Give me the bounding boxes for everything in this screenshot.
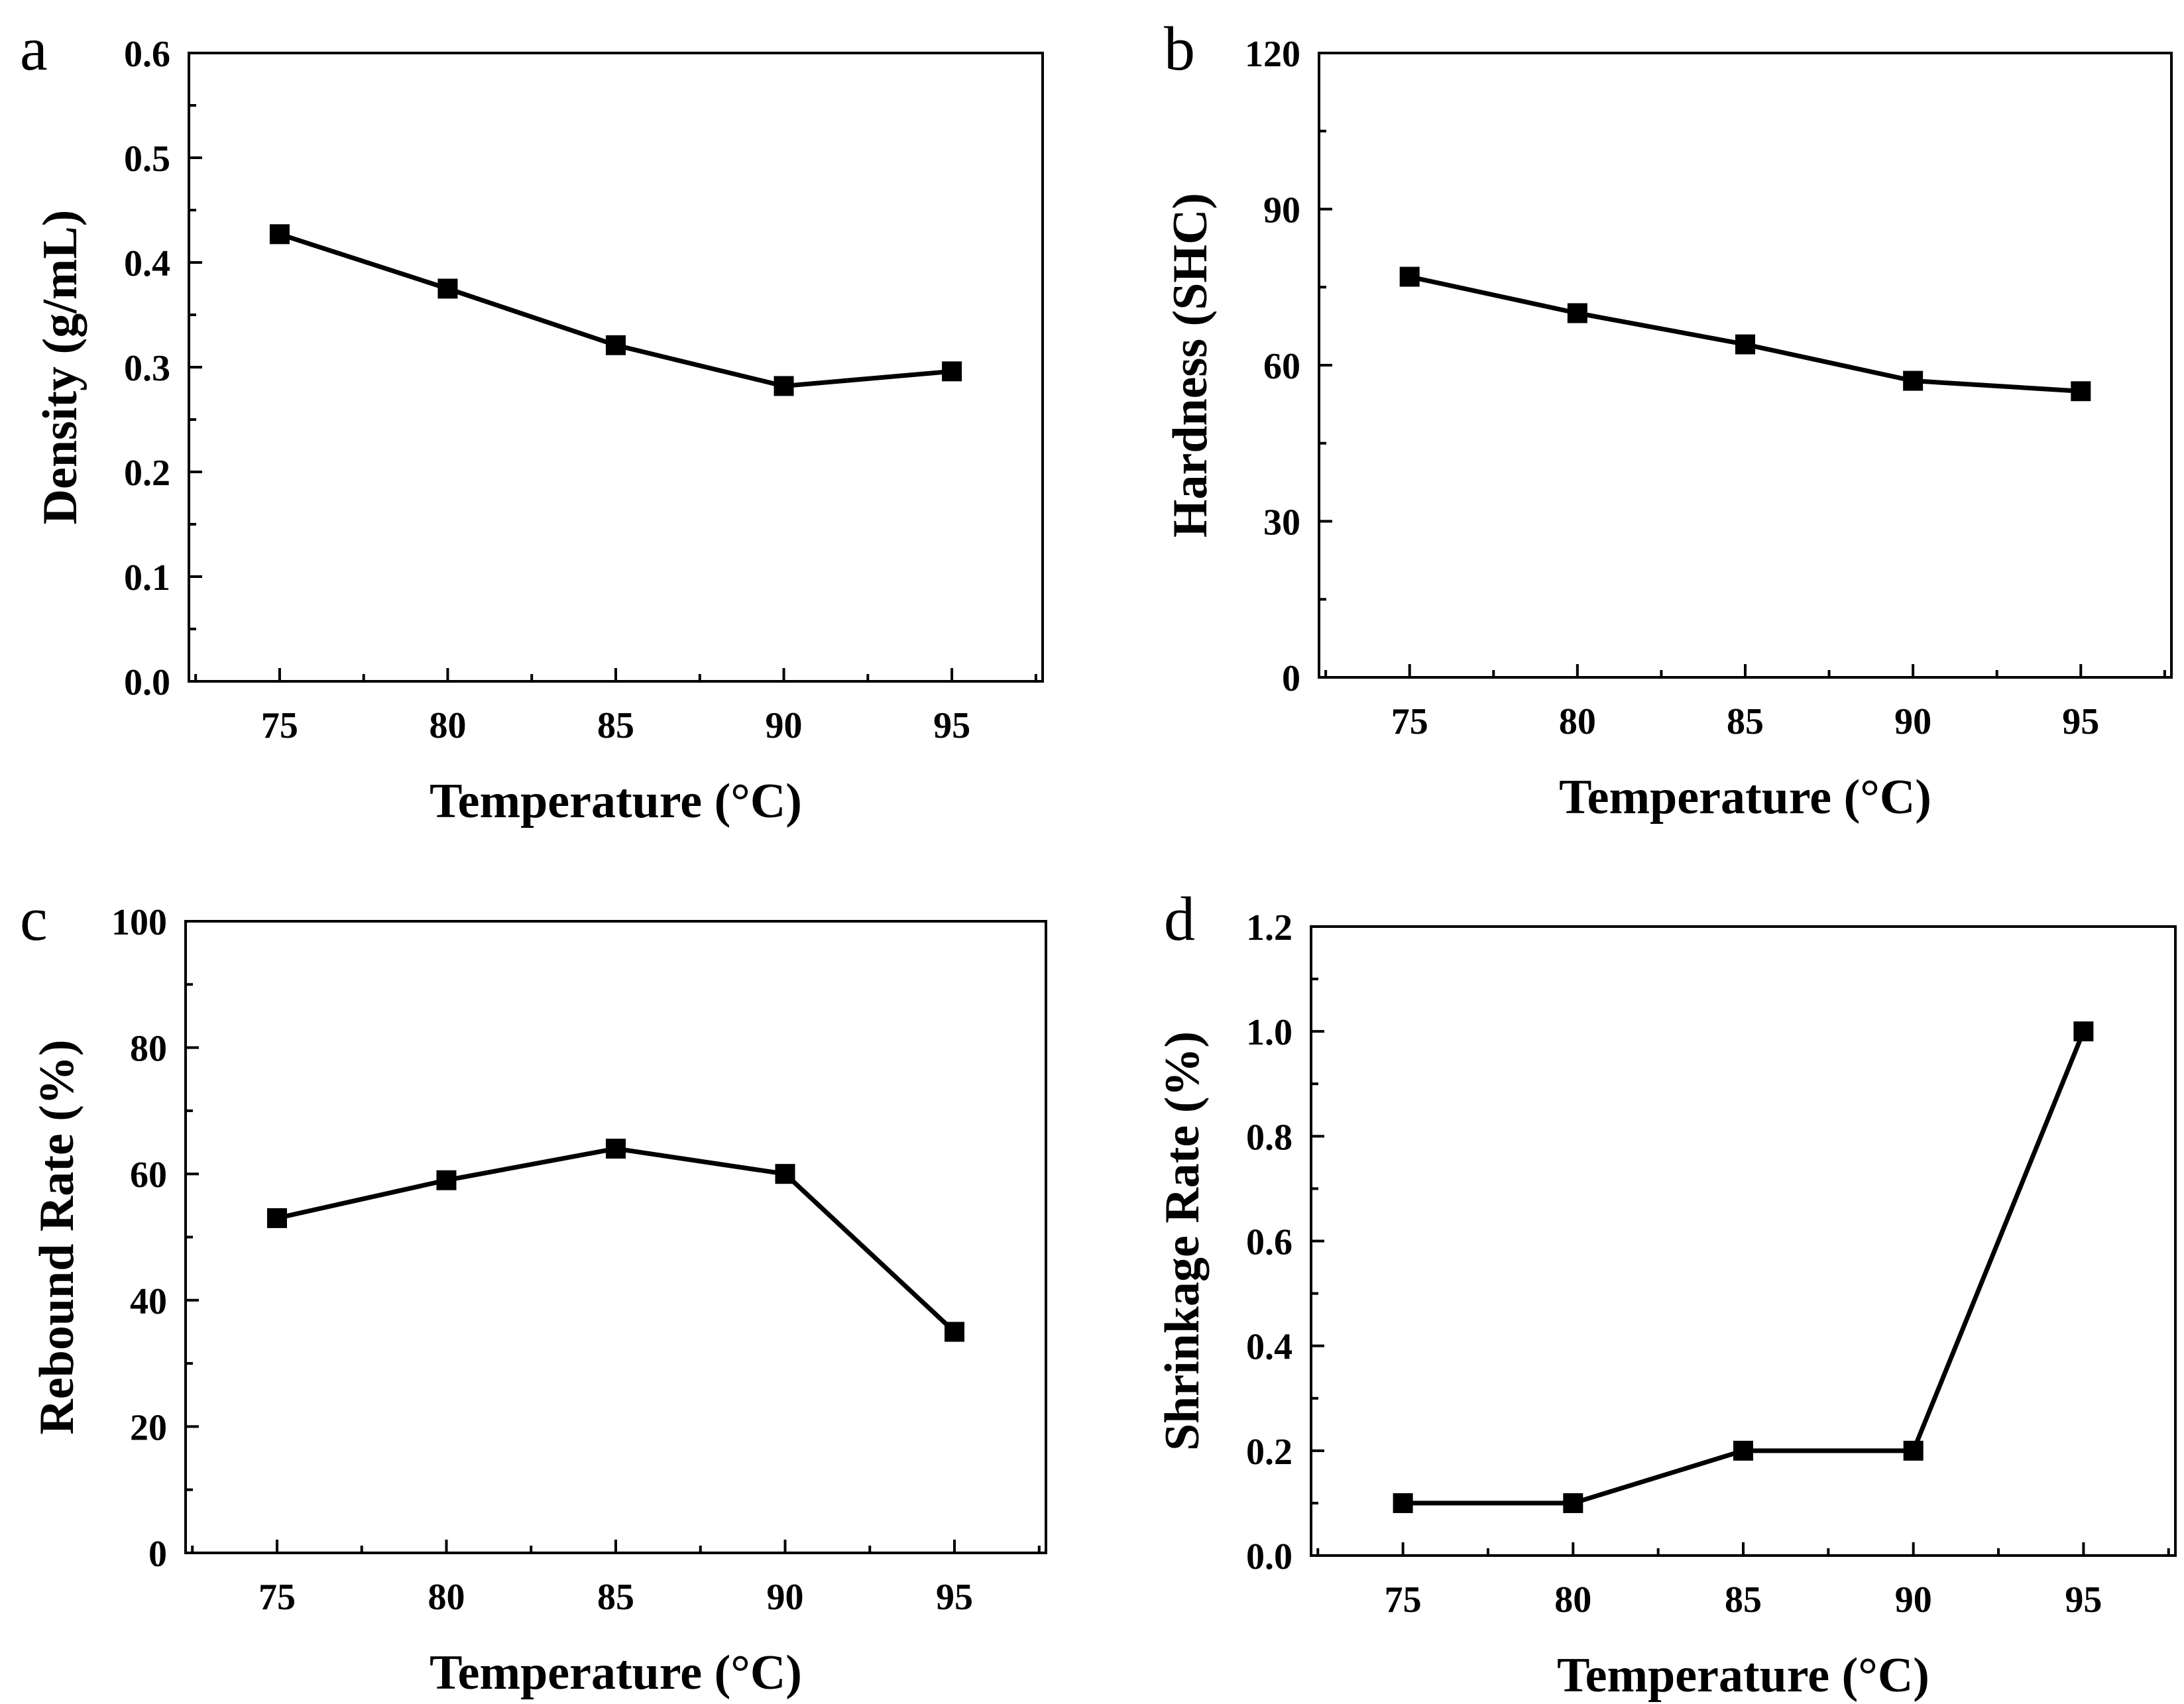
y-tick-label: 1.2 xyxy=(1246,907,1293,948)
y-tick-label: 30 xyxy=(1263,502,1300,543)
y-axis-title: Shrinkage Rate (%) xyxy=(1155,1031,1210,1451)
x-tick-label: 80 xyxy=(1554,1579,1591,1620)
data-point xyxy=(1567,303,1587,323)
data-point xyxy=(1903,370,1924,391)
x-tick-label: 85 xyxy=(1727,701,1764,742)
panel-b: b 0 30 60 90 120 75 80 85 90 95 Temperature (°C) Har… xyxy=(1163,15,2173,824)
y-tick-label: 60 xyxy=(1263,346,1300,387)
x-tick-label: 75 xyxy=(259,1577,296,1618)
x-tick-label: 85 xyxy=(597,1577,634,1618)
x-tick-label: 75 xyxy=(261,705,298,746)
plot-frame xyxy=(188,52,1044,683)
y-tick-label: 60 xyxy=(130,1155,167,1196)
y-tick-label: 0.1 xyxy=(124,557,170,598)
x-tick-label: 75 xyxy=(1385,1579,1422,1620)
y-tick-label: 80 xyxy=(130,1029,167,1070)
y-tick-label: 0.0 xyxy=(1246,1536,1293,1577)
y-tick-label: 0.8 xyxy=(1246,1117,1293,1158)
data-point xyxy=(1563,1493,1583,1513)
x-tick-label: 95 xyxy=(933,705,970,746)
data-point xyxy=(1735,334,1755,355)
series-line xyxy=(1408,274,2081,394)
panel-label: c xyxy=(20,885,48,954)
x-axis-title: Temperature (°C) xyxy=(430,774,802,828)
y-tick-label: 0.0 xyxy=(124,662,170,703)
y-tick-label: 0.5 xyxy=(124,139,170,180)
series-line xyxy=(1403,1030,2086,1506)
data-point xyxy=(269,224,290,245)
x-axis-title: Temperature (°C) xyxy=(1559,770,1931,824)
data-point xyxy=(606,335,626,355)
data-point xyxy=(1393,1493,1413,1513)
panel-a: a 0.0 0.1 0.2 0.3 0.4 0.5 0.6 75 80 85 90 95 Temperat… xyxy=(20,15,1044,828)
y-tick-label: 90 xyxy=(1263,190,1300,231)
y-tick-label: 1.0 xyxy=(1246,1012,1293,1053)
data-point xyxy=(1399,266,1420,287)
y-tick-label: 120 xyxy=(1245,34,1300,75)
y-tick-label: 40 xyxy=(130,1281,167,1322)
x-tick-label: 95 xyxy=(936,1577,973,1618)
panel-label: b xyxy=(1164,15,1195,84)
data-point xyxy=(945,1322,965,1342)
data-point xyxy=(2071,381,2091,402)
x-tick-label: 90 xyxy=(1894,701,1931,742)
x-tick-label: 95 xyxy=(2065,1579,2102,1620)
data-point xyxy=(437,278,458,299)
x-tick-label: 80 xyxy=(429,705,466,746)
data-point xyxy=(436,1170,457,1190)
y-axis-title: Density (g/mL) xyxy=(33,210,87,525)
y-tick-label: 0.6 xyxy=(124,34,170,75)
y-tick-label: 20 xyxy=(130,1407,167,1448)
data-point xyxy=(775,1164,795,1184)
data-point xyxy=(606,1139,626,1159)
data-point xyxy=(942,361,962,382)
y-tick-label: 0.2 xyxy=(1246,1432,1293,1473)
data-point xyxy=(774,376,794,396)
x-tick-label: 85 xyxy=(1725,1579,1762,1620)
series-line xyxy=(278,232,952,388)
x-axis-title: Temperature (°C) xyxy=(430,1646,802,1700)
x-tick-label: 80 xyxy=(428,1577,465,1618)
panel-c: c 0 20 40 60 80 100 75 80 85 90 95 Temperature (°C) R… xyxy=(20,885,1047,1700)
panel-label: d xyxy=(1164,885,1195,954)
y-tick-label: 0.3 xyxy=(124,348,170,389)
y-axis-title: Hardness (SHC) xyxy=(1163,193,1218,538)
x-tick-label: 90 xyxy=(767,1577,804,1618)
x-tick-label: 80 xyxy=(1559,701,1596,742)
y-tick-label: 0.4 xyxy=(124,243,170,284)
y-tick-label: 0 xyxy=(148,1534,167,1575)
y-tick-label: 0.2 xyxy=(124,453,170,494)
y-tick-label: 0.4 xyxy=(1246,1327,1293,1368)
data-point xyxy=(1903,1440,1924,1461)
data-point xyxy=(2073,1021,2094,1042)
y-axis-title: Rebound Rate (%) xyxy=(30,1039,84,1434)
data-point xyxy=(1733,1440,1753,1461)
x-tick-label: 85 xyxy=(597,705,634,746)
x-tick-label: 75 xyxy=(1391,701,1428,742)
x-tick-label: 90 xyxy=(766,705,803,746)
y-tick-label: 100 xyxy=(111,902,167,943)
y-tick-label: 0.6 xyxy=(1246,1222,1293,1263)
panel-d: d 0.0 0.2 0.4 0.6 0.8 1.0 1.2 75 80 85 90 95 Temperat… xyxy=(1155,885,2177,1703)
panel-label: a xyxy=(20,15,48,84)
plot-frame xyxy=(184,920,1047,1554)
plot-frame xyxy=(1318,52,2173,679)
data-point xyxy=(266,1208,287,1228)
y-tick-label: 0 xyxy=(1282,658,1300,699)
x-tick-label: 90 xyxy=(1895,1579,1932,1620)
series-line xyxy=(276,1146,956,1334)
plot-frame xyxy=(1310,925,2177,1557)
x-axis-title: Temperature (°C) xyxy=(1557,1648,1929,1703)
x-tick-label: 95 xyxy=(2062,701,2099,742)
